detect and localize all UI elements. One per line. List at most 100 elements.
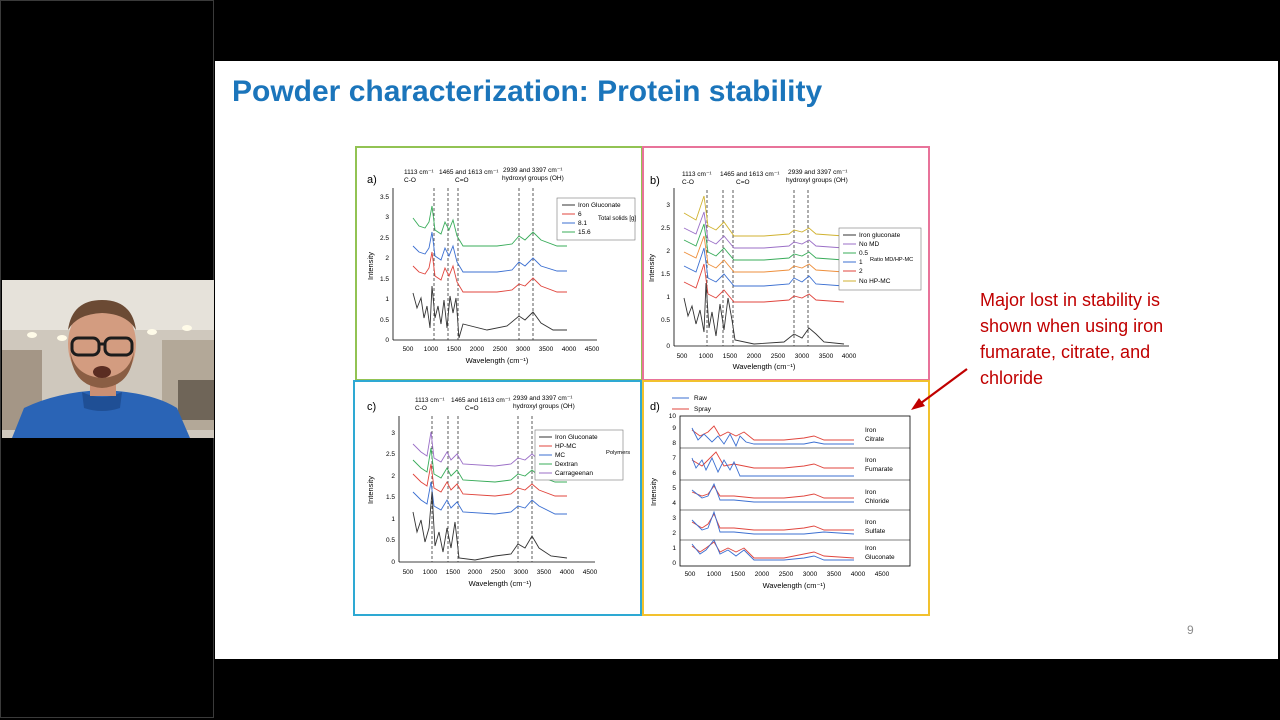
presenter-image (2, 280, 214, 438)
ftir-chart-c: c) 1113 cm⁻¹ C-O 1465 and 1613 cm⁻¹ C=O … (366, 395, 630, 588)
y-tick: 5 (672, 485, 676, 492)
y-axis-label: Intensity (649, 478, 658, 506)
y-tick: 2 (666, 248, 670, 255)
y-tick: 2 (385, 255, 389, 262)
row-label: Sulfate (865, 528, 886, 535)
x-tick: 3500 (819, 353, 834, 360)
x-tick: 1500 (723, 353, 738, 360)
annotation-cdo-wavenumber: 1465 and 1613 cm⁻¹ (720, 171, 780, 178)
legend-entry: 2 (859, 268, 863, 275)
annotation-oh: hydroxyl groups (OH) (513, 403, 575, 410)
x-tick: 500 (677, 353, 688, 360)
panel-label: b) (650, 175, 660, 187)
y-tick: 1.5 (380, 276, 389, 283)
x-axis-label: Wavelength (cm⁻¹) (733, 362, 796, 371)
y-tick: 0.5 (386, 537, 395, 544)
ftir-chart-a: a) 1113 cm⁻¹ C-O 1465 and 1613 cm⁻¹ C=O … (366, 167, 636, 365)
legend-entry: 1 (859, 259, 863, 266)
row-label: Citrate (865, 436, 885, 443)
y-tick: 6 (672, 470, 676, 477)
presentation-slide: Powder characterization: Protein stabili… (215, 61, 1278, 659)
x-tick: 1500 (447, 346, 462, 353)
x-tick: 2000 (747, 353, 762, 360)
row-label: Fumarate (865, 466, 893, 473)
legend-entry: No HP-MC (859, 278, 891, 285)
x-tick: 3000 (516, 346, 531, 353)
annotation-oh: hydroxyl groups (OH) (786, 177, 848, 184)
y-tick: 0 (666, 343, 670, 350)
x-tick: 500 (685, 571, 696, 578)
x-tick: 1000 (699, 353, 714, 360)
y-tick: 3 (385, 214, 389, 221)
legend-group-label: Total solids [g] (598, 216, 636, 222)
y-tick: 9 (672, 425, 676, 432)
y-tick: 1.5 (661, 271, 670, 278)
ftir-chart-d: d) Raw Spray 0 1 2 3 4 5 6 7 8 9 10 500 … (649, 395, 911, 590)
y-tick: 10 (669, 413, 677, 420)
legend-entry: MC (555, 452, 565, 459)
x-tick: 500 (403, 569, 414, 576)
y-tick: 2 (672, 530, 676, 537)
x-tick: 3500 (827, 571, 842, 578)
ftir-chart-b: b) 1113 cm⁻¹ C-O 1465 and 1613 cm⁻¹ C=O … (647, 169, 922, 371)
arrow-icon (911, 368, 968, 410)
annotation-co: C-O (415, 405, 427, 412)
x-axis-label: Wavelength (cm⁻¹) (469, 579, 532, 588)
panel-label: a) (367, 174, 377, 186)
row-label: Iron (865, 489, 877, 496)
annotation-co: C-O (404, 177, 416, 184)
x-tick: 4000 (560, 569, 575, 576)
y-tick: 3 (672, 515, 676, 522)
x-tick: 4000 (842, 353, 857, 360)
y-tick: 1 (391, 516, 395, 523)
y-axis-label: Intensity (647, 254, 656, 282)
figure-panel-a: a) 1113 cm⁻¹ C-O 1465 and 1613 cm⁻¹ C=O … (355, 146, 643, 381)
y-tick: 7 (672, 455, 676, 462)
y-tick: 4 (672, 500, 676, 507)
presenter-webcam-video (2, 280, 214, 438)
row-label: Iron (865, 427, 877, 434)
x-tick: 2000 (468, 569, 483, 576)
legend-entry: Carrageenan (555, 470, 593, 477)
legend-entry: 15.6 (578, 229, 591, 236)
slide-page-number: 9 (1187, 623, 1194, 637)
x-tick: 3000 (803, 571, 818, 578)
y-tick: 1 (666, 294, 670, 301)
annotation-co-wavenumber: 1113 cm⁻¹ (415, 397, 445, 404)
annotation-co-wavenumber: 1113 cm⁻¹ (404, 169, 434, 176)
annotation-cdo-wavenumber: 1465 and 1613 cm⁻¹ (439, 169, 499, 176)
slide-title: Powder characterization: Protein stabili… (232, 75, 823, 108)
x-tick: 2500 (779, 571, 794, 578)
annotation-co-wavenumber: 1113 cm⁻¹ (682, 171, 712, 178)
legend-entry: Raw (694, 395, 707, 402)
y-tick: 2.5 (661, 225, 670, 232)
legend-entry: Iron gluconate (859, 232, 901, 239)
figure-panel-b: b) 1113 cm⁻¹ C-O 1465 and 1613 cm⁻¹ C=O … (642, 146, 930, 381)
annotation-cdo-wavenumber: 1465 and 1613 cm⁻¹ (451, 397, 511, 404)
x-tick: 2500 (491, 569, 506, 576)
row-label: Iron (865, 457, 877, 464)
x-tick: 4000 (851, 571, 866, 578)
x-tick: 4500 (583, 569, 598, 576)
x-tick: 2000 (470, 346, 485, 353)
row-label: Chloride (865, 498, 890, 505)
y-axis-label: Intensity (366, 252, 375, 280)
x-tick: 3000 (795, 353, 810, 360)
y-axis-label: Intensity (366, 476, 375, 504)
legend-entry: Iron Gluconate (578, 202, 621, 209)
annotation-oh-wavenumber: 2939 and 3397 cm⁻¹ (513, 395, 573, 402)
legend-group-label: Ratio MD/HP-MC (870, 257, 913, 263)
y-tick: 0 (385, 337, 389, 344)
callout-text: Major lost in stability is shown when us… (980, 290, 1164, 388)
annotation-co: C-O (682, 179, 694, 186)
x-tick: 3000 (514, 569, 529, 576)
legend-entry: Dextran (555, 461, 578, 468)
y-tick: 1 (672, 545, 676, 552)
legend-entry: Spray (694, 406, 712, 413)
legend-entry: 6 (578, 211, 582, 218)
y-tick: 1.5 (386, 494, 395, 501)
y-tick: 0.5 (661, 317, 670, 324)
y-tick: 2 (391, 473, 395, 480)
annotation-oh-wavenumber: 2939 and 3397 cm⁻¹ (788, 169, 848, 176)
y-tick: 2.5 (386, 451, 395, 458)
